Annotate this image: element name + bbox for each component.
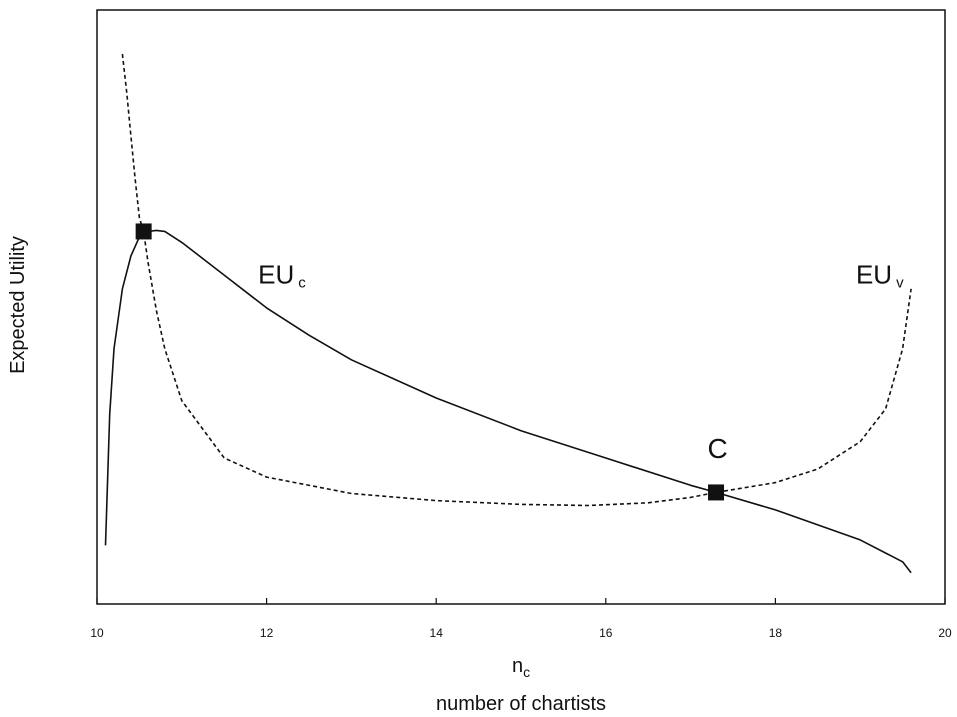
- annotation-group: EU c EU vC: [258, 259, 904, 464]
- annotation-label: EU c: [258, 259, 306, 291]
- x-axis-title-main: n: [512, 655, 523, 677]
- annotation-label: C: [708, 433, 728, 464]
- annotation-text: EU: [856, 259, 892, 289]
- plot-frame: [96, 9, 946, 605]
- annotation-text: C: [708, 433, 728, 464]
- marker-group: [135, 223, 725, 501]
- annotation-label: EU v: [856, 259, 904, 291]
- x-axis-title-line2: number of chartists: [436, 693, 606, 715]
- annotation-subscript: c: [298, 274, 306, 291]
- x-axis-title: nc: [512, 655, 530, 680]
- annotation-subscript: v: [896, 274, 904, 291]
- series-line-v: [121, 53, 912, 507]
- x-tick-label: 18: [769, 626, 783, 640]
- x-tick-label: 12: [260, 626, 274, 640]
- x-tick-label: 20: [938, 626, 952, 640]
- x-tick-label: 10: [90, 626, 104, 640]
- series-line-c: [104, 229, 912, 574]
- y-axis-title: Expected Utility: [7, 236, 29, 374]
- x-axis-title-subscript: c: [523, 664, 530, 680]
- annotation-text: EU: [258, 259, 294, 289]
- x-axis-ticks: 10 12 14 16 18 20: [90, 598, 952, 640]
- x-tick-label: 14: [430, 626, 444, 640]
- x-tick-label: 16: [599, 626, 613, 640]
- intersection-marker: [708, 484, 725, 501]
- intersection-marker: [135, 223, 152, 240]
- series-group: [104, 53, 912, 574]
